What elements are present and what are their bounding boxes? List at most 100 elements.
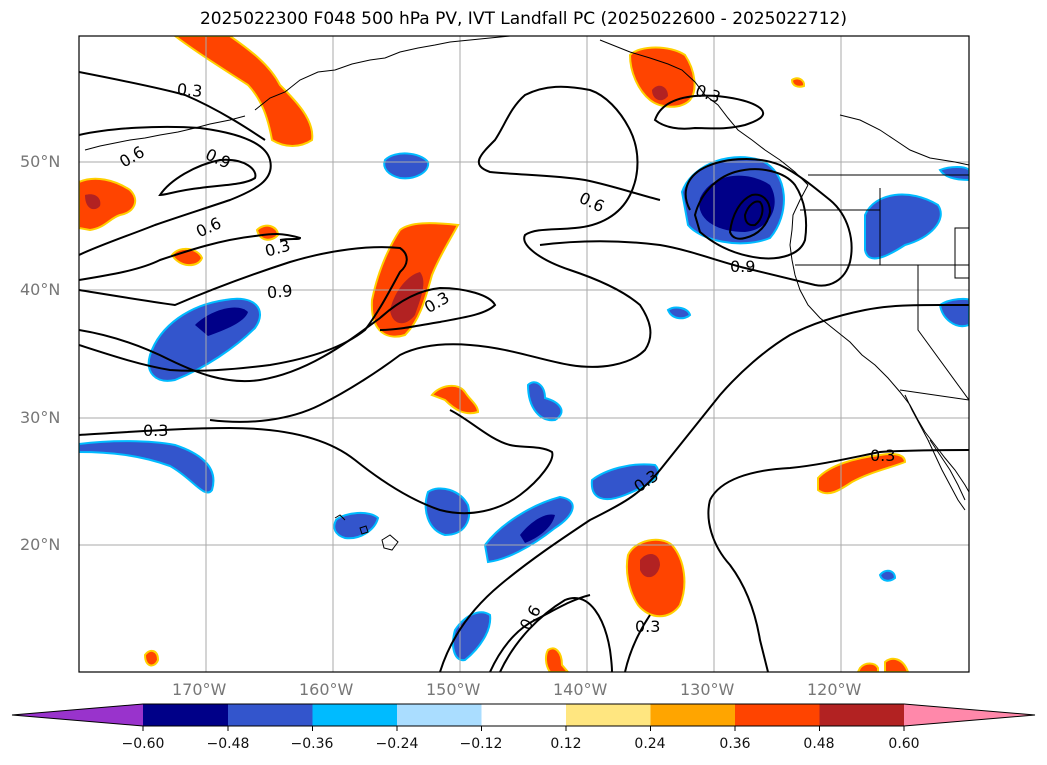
contour-label: 0.9 [266,281,293,302]
map-title: 2025022300 F048 500 hPa PV, IVT Landfall… [199,9,847,29]
coastline-bc [839,114,969,166]
contour-line [79,233,302,281]
contour-label: 0.3 [143,421,168,440]
colorbar-over-arrow [904,704,1035,726]
coastline-hawaii-3 [359,525,369,535]
contour-line [743,200,764,227]
lon-label-120w: 120°W [807,680,862,699]
coastline-hawaii-2 [381,534,399,551]
colorbar-bin [650,704,735,726]
pv-blob [666,306,692,320]
contour-line [79,125,272,256]
contour-line [709,449,969,501]
contour-line [439,304,969,672]
coastline-aleutians [84,115,246,151]
coastline-alaska [254,36,511,111]
coastline-hawaii-1 [334,514,346,521]
contour-line [693,168,808,260]
colorbar-bin [397,704,482,726]
border-utah [954,227,969,279]
colorbar-tick-label: 0.36 [719,736,751,752]
pv-blob [452,611,492,662]
pv-blob [255,224,280,241]
graticule [79,36,969,672]
colorbar-tick-label: 0.24 [634,736,666,752]
pv-blob [430,384,480,415]
colorbar-tick-label: −0.36 [290,736,334,752]
colorbar-tick-label: −0.60 [121,736,165,752]
colorbar-tick-label: 0.12 [550,736,582,752]
contour-line [539,157,853,287]
colorbar-bin [566,704,651,726]
colorbar-tick-label: −0.12 [459,736,503,752]
pv-blob [173,36,314,147]
lon-label-170w: 170°W [172,680,227,699]
colorbar-tick-label: 0.60 [888,736,920,752]
colorbar-tick-label: −0.24 [375,736,419,752]
coastline-baja [904,394,966,511]
lon-label-150w: 150°W [426,680,481,699]
border-us-mexico [899,389,969,401]
pv-blob [652,85,668,101]
colorbar-bin [312,704,397,726]
lat-label-20n: 20°N [20,535,61,554]
contour-line [653,94,765,130]
pv-blob [79,177,137,232]
colorbar-tickmarks [142,726,905,731]
colorbar-bin [143,704,228,726]
pv-blob [526,381,563,422]
contour-line [79,71,266,141]
contour-label: 0.6 [576,188,607,216]
pv-blob [544,647,570,672]
lon-label-130w: 130°W [680,680,735,699]
lat-label-30n: 30°N [20,408,61,427]
colorbar-bin [819,704,904,726]
contour-line [499,597,613,672]
pv-blob [79,440,215,494]
contour-line [624,614,651,672]
pv-blob [790,77,806,88]
colorbar-bin [481,704,566,726]
contour-line [209,85,661,423]
pv-blob [333,512,380,540]
colorbar-tick-label: 0.48 [803,736,835,752]
contour-label: 0.3 [693,80,723,107]
border-nevada-california [917,265,969,401]
pv-blob [864,193,942,260]
colorbar [11,703,1036,731]
pv-blob [383,152,430,180]
contour-label: 0.9 [203,145,234,173]
map-frame [78,35,970,673]
contour-label: 0.6 [193,213,224,241]
pv-blob [590,463,660,501]
colorbar-bin [228,704,313,726]
lat-label-50n: 50°N [20,152,61,171]
contour-label: 0.3 [176,80,203,101]
contour-line [489,594,591,672]
lon-label-140w: 140°W [553,680,608,699]
contour-line [158,158,257,197]
pv-blob [520,514,555,543]
contour-label: 0.9 [730,257,755,276]
coastline-west-coast [789,184,969,493]
pv-blob [640,553,660,578]
pv-blob [699,175,775,232]
lon-label-160w: 160°W [299,680,354,699]
pv-blob [884,657,910,672]
contour-line [707,499,769,672]
coastline-alaska-gulf [599,39,809,186]
pv-blob [195,307,248,336]
contour-label: 0.6 [116,142,148,171]
pv-blob [856,662,879,672]
coastlines [84,36,969,551]
pv-blob [628,46,696,108]
pv-blob [938,297,969,328]
colorbar-tick-label: −0.48 [206,736,250,752]
lat-label-40n: 40°N [20,280,61,299]
contour-line [728,193,772,240]
pv-blob [625,538,686,618]
pv-blob [938,166,969,182]
ivt-contours [79,71,969,672]
colorbar-bin [735,704,820,726]
coastline-mexico [929,439,966,501]
